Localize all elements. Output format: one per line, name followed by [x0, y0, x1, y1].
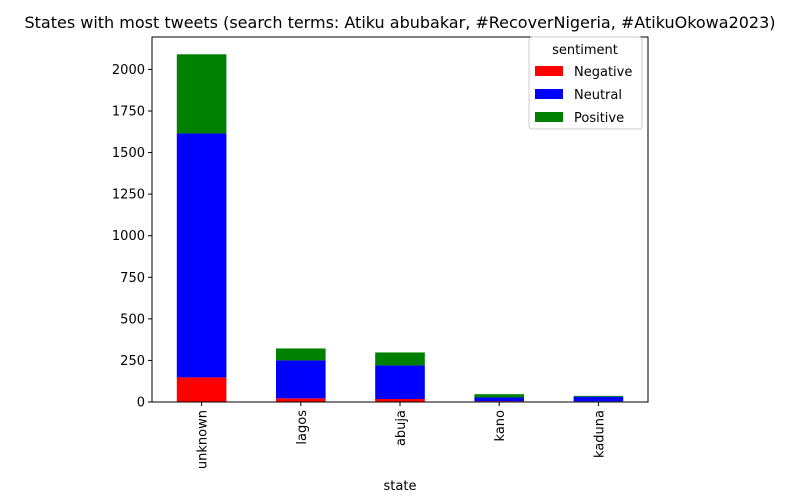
x-tick-label-abuja: abuja: [394, 410, 409, 446]
bar-abuja-neutral: [375, 365, 425, 400]
y-axis: 0 250 500 750 1000 1250 1500 1750 2000: [112, 63, 152, 411]
bar-abuja-negative: [375, 399, 425, 402]
bar-unknown-neutral: [176, 133, 227, 378]
x-tick-label-kano: kano: [493, 410, 508, 442]
y-tick-label: 1250: [112, 188, 145, 203]
bar-kano-positive: [474, 394, 524, 398]
legend-box: [528, 36, 643, 130]
bar-kano-neutral: [474, 397, 524, 402]
y-tick-label: 2000: [112, 63, 145, 78]
y-tick-label: 500: [120, 312, 145, 327]
legend-label-positive: Positive: [574, 111, 624, 126]
y-tick-label: 1000: [112, 229, 145, 244]
plot-frame: [151, 36, 649, 403]
y-tick-label: 1500: [112, 146, 145, 161]
bar-lagos-positive: [276, 348, 326, 361]
legend: sentiment Negative Neutral Positive: [528, 36, 643, 130]
bar-kaduna-neutral: [573, 396, 624, 402]
y-tick-label: 750: [120, 271, 145, 286]
legend-label-negative: Negative: [574, 65, 632, 80]
x-tick-label-lagos: lagos: [295, 410, 310, 445]
x-axis: unknown lagos abuja kano kaduna: [196, 402, 607, 469]
chart-title: States with most tweets (search terms: A…: [24, 13, 775, 32]
x-tick-label-kaduna: kaduna: [592, 410, 607, 458]
legend-swatch-neutral: [535, 89, 563, 99]
legend-title: sentiment: [552, 43, 618, 58]
x-tick-label-unknown: unknown: [196, 410, 211, 469]
bar-abuja-positive: [375, 352, 425, 366]
bar-lagos-neutral: [276, 360, 326, 399]
y-tick-label: 0: [137, 396, 145, 411]
bar-unknown-negative: [176, 377, 227, 402]
legend-label-neutral: Neutral: [574, 88, 622, 103]
legend-swatch-negative: [535, 66, 563, 76]
legend-swatch-positive: [535, 112, 563, 122]
bar-lagos-negative: [276, 398, 326, 402]
y-tick-label: 250: [120, 354, 145, 369]
bar-unknown-positive: [176, 54, 227, 134]
plot-marks: [176, 54, 624, 402]
y-tick-label: 1750: [112, 104, 145, 119]
x-axis-label: state: [384, 479, 417, 494]
bar-kaduna-positive: [573, 395, 624, 397]
